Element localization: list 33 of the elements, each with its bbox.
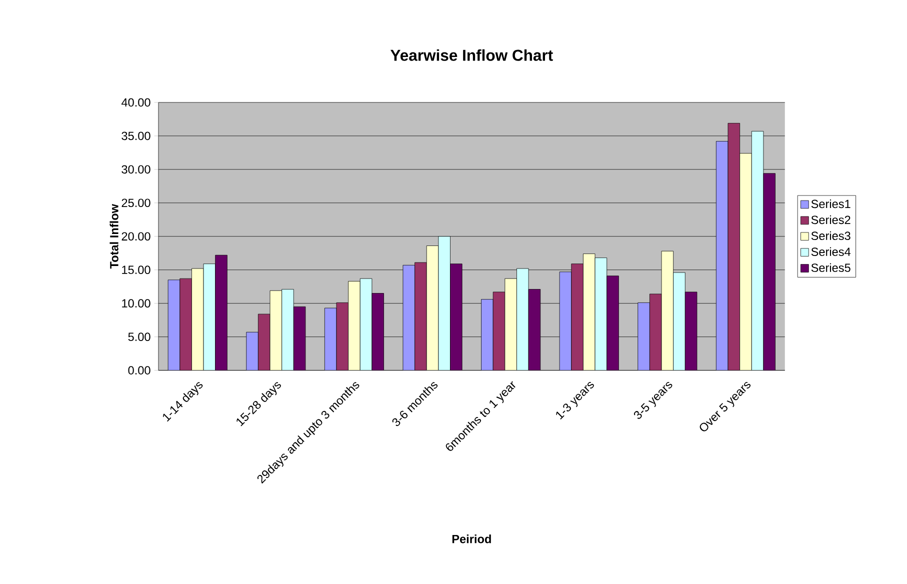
bar	[740, 153, 752, 370]
y-tick-label: 35.00	[122, 132, 150, 140]
legend-label: Series2	[811, 215, 850, 224]
bar	[192, 268, 204, 370]
y-tick-label: 5.00	[128, 332, 150, 341]
legend-label: Series5	[811, 263, 850, 272]
y-tick-label: 15.00	[122, 266, 150, 274]
legend-label: Series1	[811, 199, 850, 208]
legend-label: Series3	[811, 231, 850, 240]
chart-title: Yearwise Inflow Chart	[390, 49, 553, 61]
bar	[246, 332, 258, 370]
bar	[716, 141, 728, 370]
y-tick-label: 10.00	[122, 299, 150, 308]
bar	[481, 299, 494, 370]
bar	[583, 254, 596, 370]
bar	[661, 250, 674, 370]
y-tick-label: 30.00	[122, 165, 150, 174]
bar	[324, 308, 337, 370]
bar	[559, 272, 572, 370]
bar	[426, 246, 439, 370]
bar	[402, 264, 415, 370]
x-axis-title: Peiriod	[452, 534, 491, 544]
bar	[270, 290, 282, 370]
legend-label: Series4	[811, 247, 851, 256]
y-axis-title: Total Inflow	[110, 204, 118, 269]
y-tick-label: 40.00	[121, 98, 150, 107]
bar	[168, 280, 180, 370]
y-tick-label: 25.00	[122, 198, 150, 208]
bar	[504, 278, 517, 370]
bar	[348, 281, 360, 370]
y-tick-label: 20.00	[122, 232, 150, 241]
y-tick-label: 0.00	[128, 366, 150, 374]
bar	[638, 302, 650, 370]
